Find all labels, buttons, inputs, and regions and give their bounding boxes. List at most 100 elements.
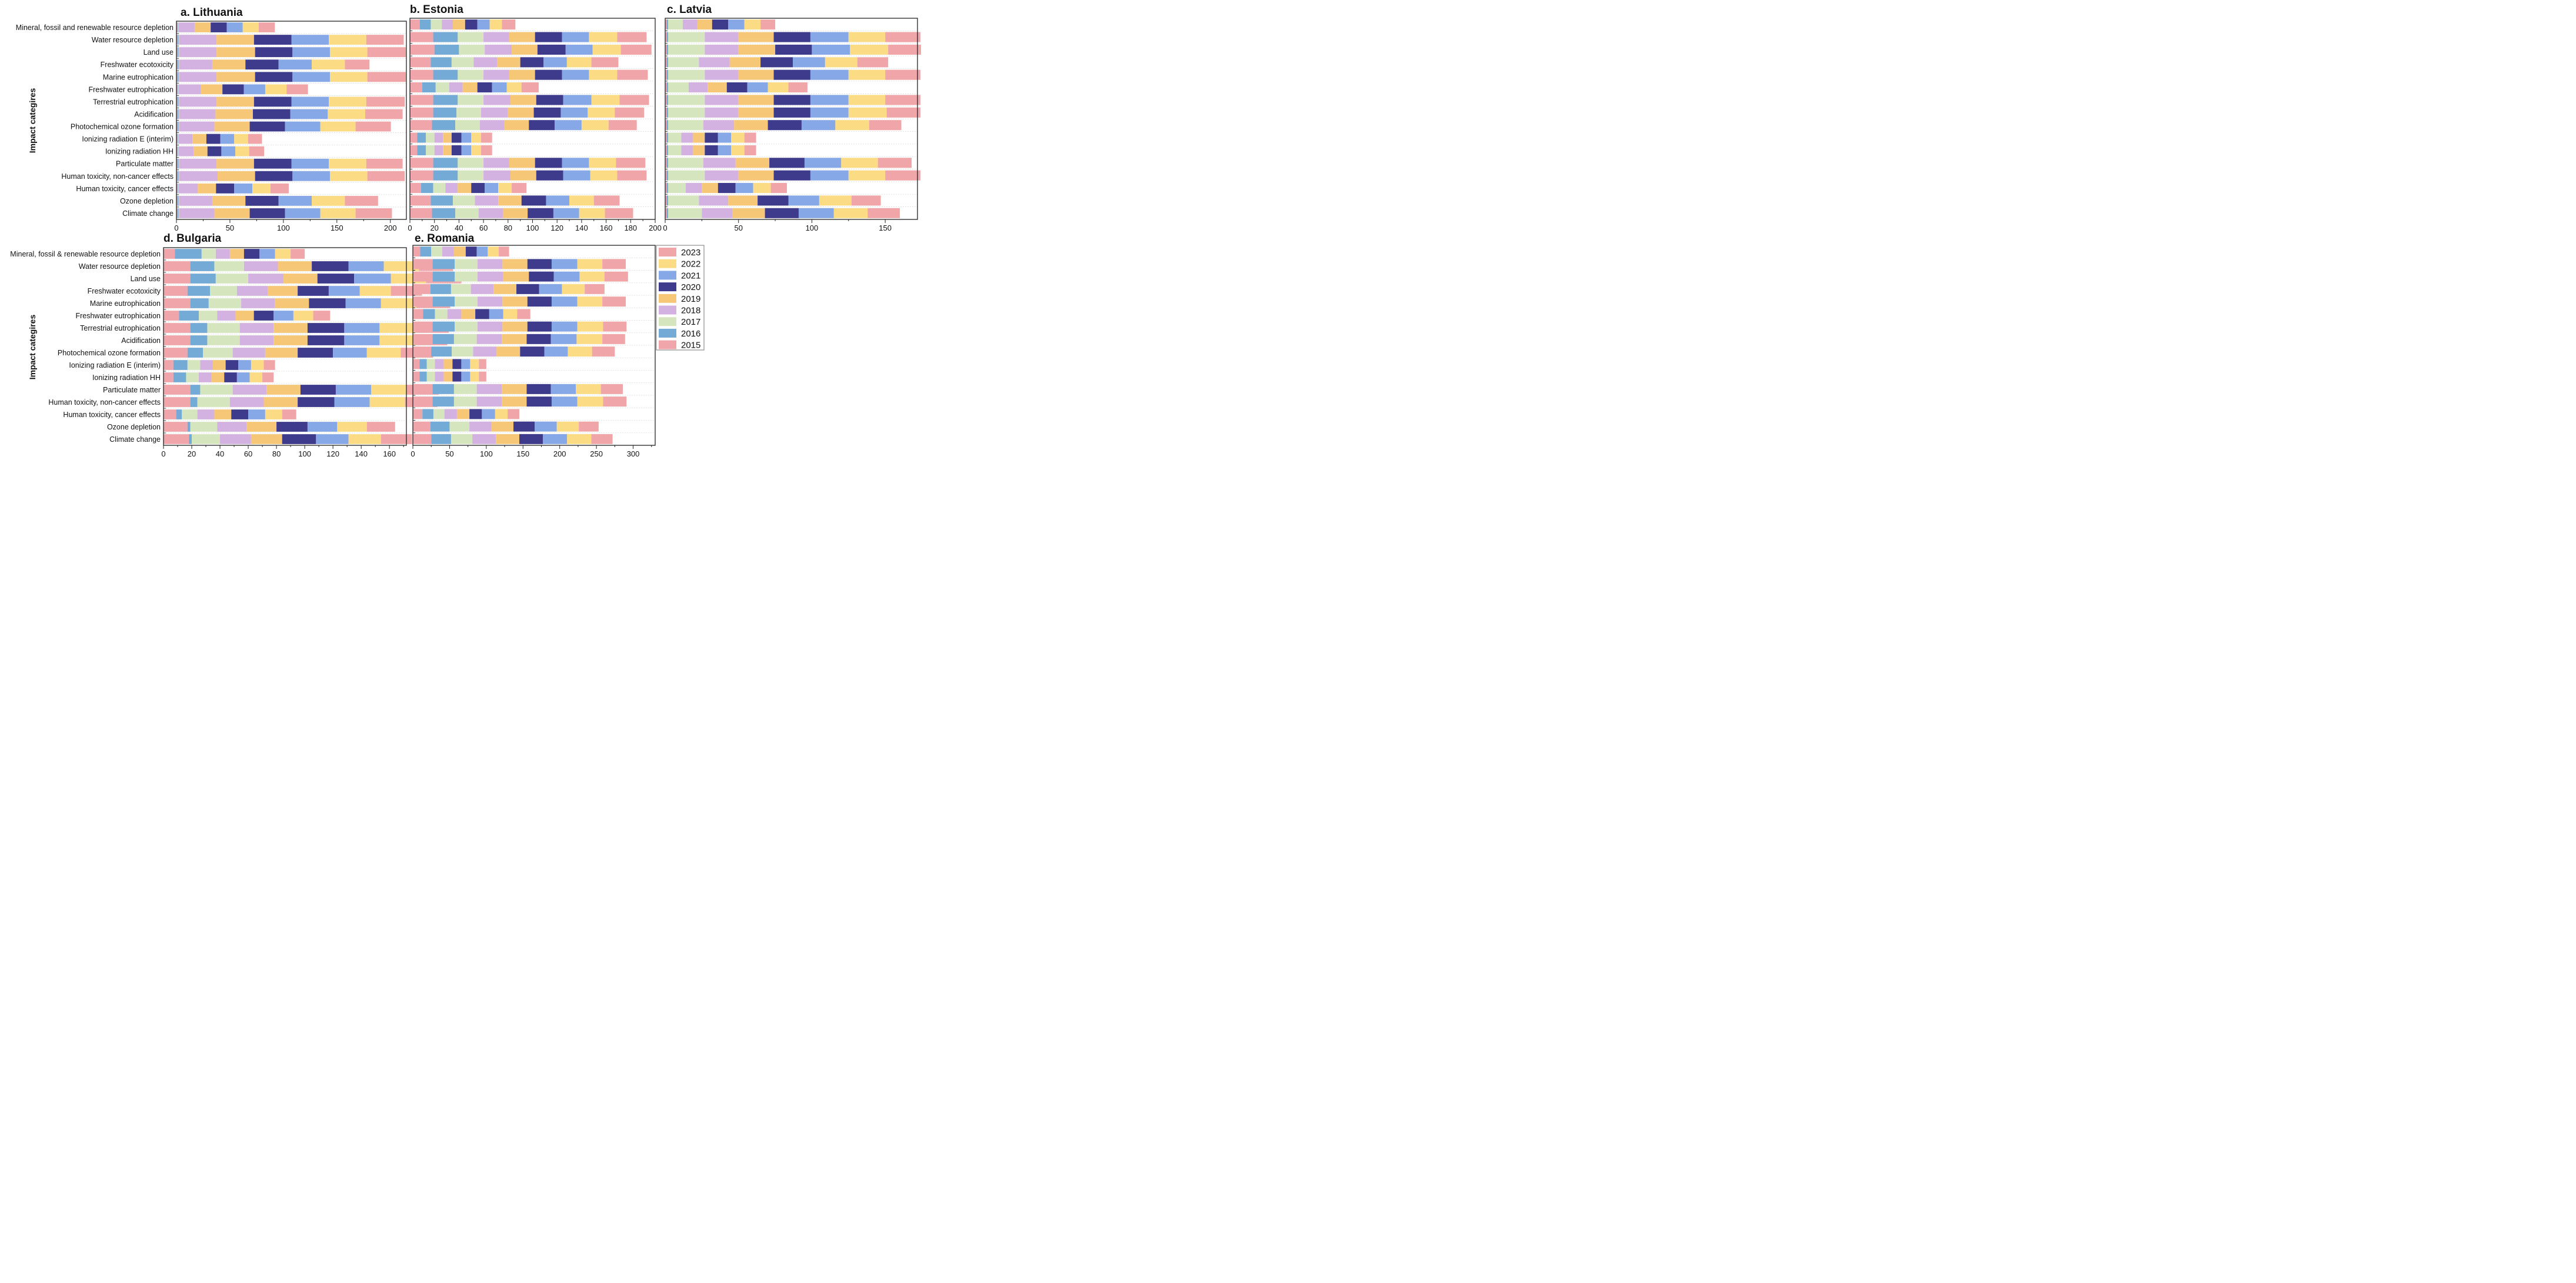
bar-segment-2020: [471, 183, 485, 194]
bar-segment-2019: [496, 346, 520, 357]
bar-segment-2021: [259, 249, 275, 259]
bar-segment-2020: [307, 335, 345, 345]
bar-segment-2018: [239, 335, 274, 345]
bar-segment-2019: [738, 170, 774, 181]
bar-segment-2016: [433, 95, 458, 105]
bar-segment-2023: [591, 57, 619, 68]
bar-segment-2022: [848, 107, 887, 118]
x-tick-label: 50: [226, 224, 234, 232]
bar-segment-2018: [197, 409, 215, 419]
bar-segment-2015: [163, 298, 191, 308]
panel-bulgaria: Mineral, fossil & renewable resource dep…: [10, 247, 462, 458]
bar-segment-2017: [455, 321, 478, 332]
bar-segment-2019: [491, 421, 514, 432]
bar-segment-2019: [192, 134, 206, 144]
bar-segment-2019: [273, 335, 308, 345]
category-label: Ionizing radiation E (interim): [69, 361, 161, 369]
bar-segment-2020: [726, 82, 748, 93]
bar-segment-2018: [178, 84, 201, 95]
bar-segment-2017: [435, 82, 449, 93]
bar-segment-2016: [430, 284, 451, 294]
bar-segment-2023: [602, 296, 626, 307]
bar-segment-2019: [504, 120, 529, 131]
bar-segment-2022: [312, 195, 345, 206]
bar-segment-2022: [819, 195, 852, 206]
legend-swatch-2023: [659, 248, 676, 256]
bar-segment-2022: [592, 44, 621, 55]
bar-segment-2016: [190, 323, 208, 333]
bar-segment-2022: [503, 309, 518, 319]
bar-segment-2019: [275, 298, 309, 308]
bar-segment-2019: [498, 195, 522, 206]
legend-swatch-2022: [659, 259, 676, 268]
bar-segment-2021: [477, 19, 490, 30]
bar-segment-2022: [850, 44, 889, 55]
bar-segment-2016: [432, 120, 456, 131]
title-romania: e. Romania: [415, 232, 475, 245]
bar-segment-2019: [443, 359, 453, 369]
bar-segment-2023: [248, 134, 262, 144]
legend-label-2022: 2022: [681, 259, 700, 269]
x-tick-label: 0: [174, 224, 178, 232]
bar-segment-2022: [498, 183, 512, 194]
bar-segment-2016: [433, 170, 458, 181]
bar-segment-2019: [268, 286, 298, 296]
bar-segment-2020: [758, 195, 789, 206]
x-tick-label: 40: [216, 449, 224, 458]
bar-segment-2021: [461, 359, 471, 369]
bar-segment-2020: [705, 145, 718, 155]
bar-segment-2018: [232, 385, 267, 395]
bar-segment-2021: [238, 360, 251, 370]
bar-segment-2022: [579, 208, 605, 218]
bar-segment-2022: [320, 208, 356, 218]
bar-segment-2017: [433, 409, 445, 419]
bar-segment-2023: [291, 249, 305, 259]
bar-segment-2022: [590, 170, 618, 181]
bar-segment-2023: [381, 434, 412, 444]
bar-segment-2016: [666, 82, 668, 93]
bar-segment-2017: [668, 158, 703, 168]
bar-segment-2020: [516, 284, 539, 294]
bar-segment-2022: [379, 323, 415, 333]
bar-segment-2016: [432, 396, 454, 407]
category-label: Acidification: [134, 110, 173, 118]
bar-segment-2021: [798, 208, 834, 218]
bar-segment-2023: [877, 158, 912, 168]
bar-segment-2020: [451, 145, 462, 155]
bar-segment-2022: [562, 284, 585, 294]
x-tick-label: 0: [161, 449, 165, 458]
bar-segment-2021: [285, 121, 321, 132]
bar-segment-2022: [848, 69, 886, 80]
bar-segment-2019: [211, 372, 225, 382]
bar-segment-2018: [705, 170, 739, 181]
bar-segment-2020: [206, 134, 221, 144]
legend-swatch-2015: [659, 340, 676, 349]
bar-segment-2015: [176, 183, 178, 194]
bar-segment-2022: [369, 397, 405, 407]
bar-segment-2015: [176, 195, 178, 206]
bar-segment-2015: [413, 421, 431, 432]
bar-segment-2018: [179, 72, 217, 82]
bar-segment-2016: [666, 158, 668, 168]
bar-segment-2018: [449, 82, 463, 93]
bar-segment-2019: [251, 434, 282, 444]
bar-segment-2022: [265, 84, 287, 95]
bar-segment-2021: [335, 385, 371, 395]
bar-segment-2015: [163, 422, 188, 432]
bar-segment-2019: [697, 19, 712, 30]
bar-segment-2016: [177, 35, 179, 45]
bar-segment-2022: [825, 57, 857, 68]
bar-segment-2018: [179, 158, 217, 169]
bar-segment-2019: [738, 107, 774, 118]
category-label: Ozone depletion: [120, 197, 173, 205]
bar-segment-2017: [668, 44, 705, 55]
x-tick-label: 150: [516, 449, 529, 458]
bar-segment-2015: [665, 19, 667, 30]
bar-segment-2022: [744, 19, 761, 30]
legend-label-2017: 2017: [681, 317, 700, 327]
bar-segment-2015: [665, 69, 667, 80]
bar-segment-2017: [668, 32, 705, 42]
bar-segment-2017: [197, 397, 230, 407]
legend-label-2023: 2023: [681, 248, 700, 258]
bar-segment-2022: [471, 145, 481, 155]
